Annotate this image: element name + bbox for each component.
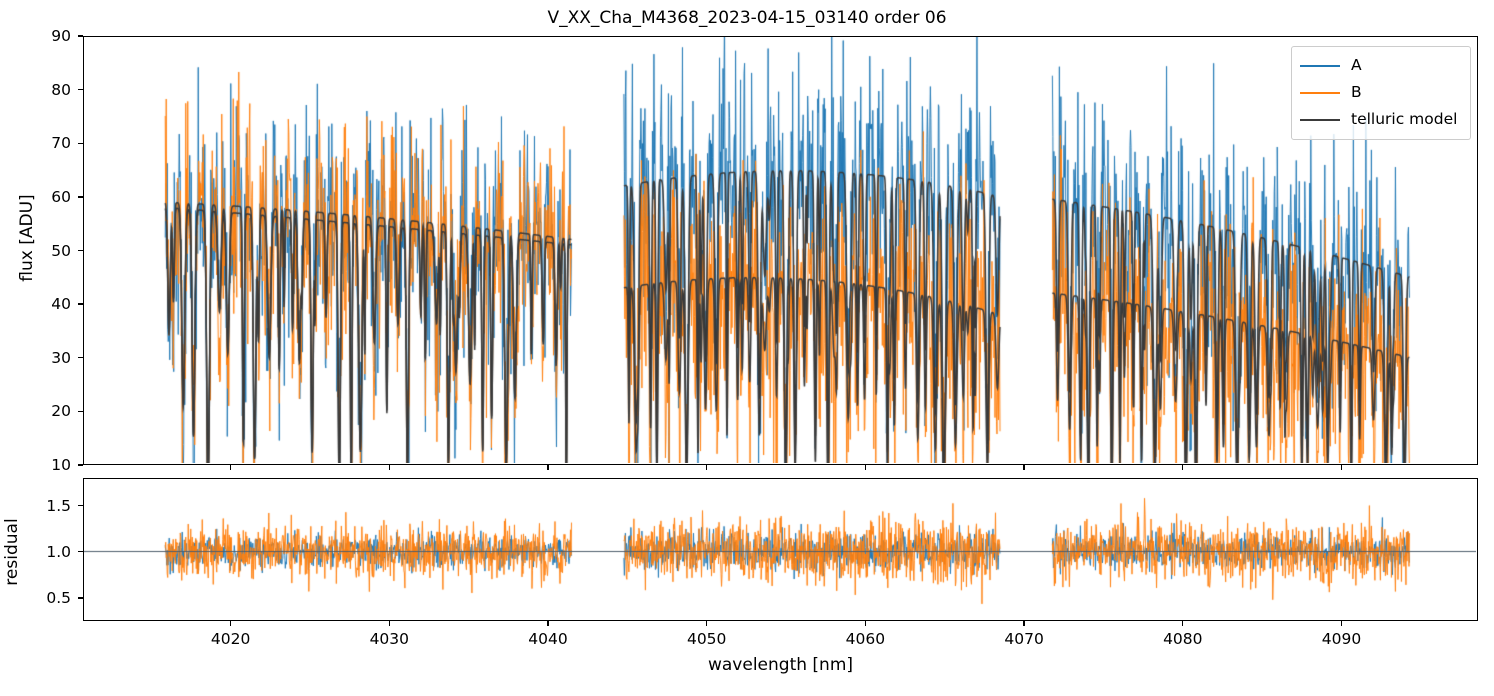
flux-plot-canvas: [84, 37, 1476, 463]
flux-y-tick-label: 60: [51, 187, 71, 206]
residual-panel: [83, 478, 1478, 621]
x-tick-label: 4030: [369, 630, 410, 648]
x-tick-label: 4040: [528, 630, 568, 648]
legend-label-a: A: [1351, 55, 1362, 74]
legend-swatch-b: [1300, 91, 1340, 94]
flux-y-tick-label: 80: [51, 80, 71, 99]
residual-plot-canvas: [84, 479, 1476, 619]
residual-y-tick-label: 1.5: [46, 496, 71, 515]
flux-x-tick-mark: [864, 465, 867, 470]
legend: A B telluric model: [1291, 46, 1471, 140]
legend-swatch-a: [1300, 64, 1340, 67]
flux-y-tick-label: 40: [51, 295, 71, 314]
residual-x-tick-mark: [229, 621, 232, 626]
x-axis-label: wavelength [nm]: [707, 655, 854, 675]
flux-y-tick-label: 90: [51, 27, 71, 45]
x-tick-label: 4060: [845, 630, 886, 648]
flux-y-tick-label: 50: [51, 241, 71, 260]
legend-item-a[interactable]: A: [1300, 52, 1462, 79]
residual-x-tick-mark: [1340, 621, 1343, 626]
x-tick-label: 4070: [1004, 630, 1044, 648]
flux-y-tick-mark: [78, 303, 83, 305]
flux-x-tick-mark: [706, 465, 708, 470]
legend-item-telluric-model[interactable]: telluric model: [1300, 106, 1462, 133]
legend-swatch-telluric-model: [1300, 118, 1340, 121]
flux-y-tick-mark: [78, 357, 83, 359]
residual-x-tick-mark: [706, 621, 708, 626]
flux-x-tick-mark: [388, 465, 390, 470]
flux-panel: [83, 36, 1478, 465]
flux-x-tick-mark: [1340, 465, 1343, 470]
legend-label-telluric-model: telluric model: [1351, 109, 1458, 128]
residual-x-tick-mark: [388, 621, 390, 626]
flux-y-tick-mark: [78, 196, 83, 198]
legend-item-b[interactable]: B: [1300, 79, 1462, 106]
flux-x-tick-mark: [1023, 465, 1025, 470]
x-tick-label: 4090: [1321, 630, 1362, 648]
flux-x-tick-mark: [547, 465, 549, 470]
flux-y-tick-mark: [78, 35, 83, 37]
residual-x-tick-mark: [1023, 621, 1025, 626]
flux-y-tick-mark: [78, 88, 83, 91]
flux-y-tick-label: 10: [51, 456, 71, 474]
x-tick-label: 4020: [210, 630, 251, 648]
residual-y-tick-mark: [78, 551, 83, 553]
x-tick-label: 4050: [686, 630, 727, 648]
flux-y-tick-mark: [78, 249, 83, 252]
flux-y-tick-label: 30: [51, 348, 71, 367]
page-title: V_XX_Cha_M4368_2023-04-15_03140 order 06: [547, 8, 947, 28]
flux-y-tick-mark: [78, 464, 83, 466]
flux-y-tick-label: 20: [51, 402, 71, 421]
flux-y-tick-mark: [78, 410, 83, 413]
flux-x-tick-mark: [229, 465, 232, 470]
residual-y-tick-mark: [78, 597, 83, 599]
residual-y-tick-label: 0.5: [46, 588, 71, 607]
flux-y-tick-label: 70: [51, 134, 71, 153]
residual-x-tick-mark: [1182, 621, 1184, 626]
legend-label-b: B: [1351, 82, 1362, 101]
x-tick-label: 4080: [1163, 630, 1203, 648]
residual-x-tick-mark: [864, 621, 867, 626]
residual-x-tick-mark: [547, 621, 549, 626]
flux-x-tick-mark: [1182, 465, 1184, 470]
residual-y-tick-mark: [78, 505, 83, 507]
flux-y-tick-mark: [78, 142, 83, 144]
residual-y-tick-label: 1.0: [46, 542, 71, 561]
